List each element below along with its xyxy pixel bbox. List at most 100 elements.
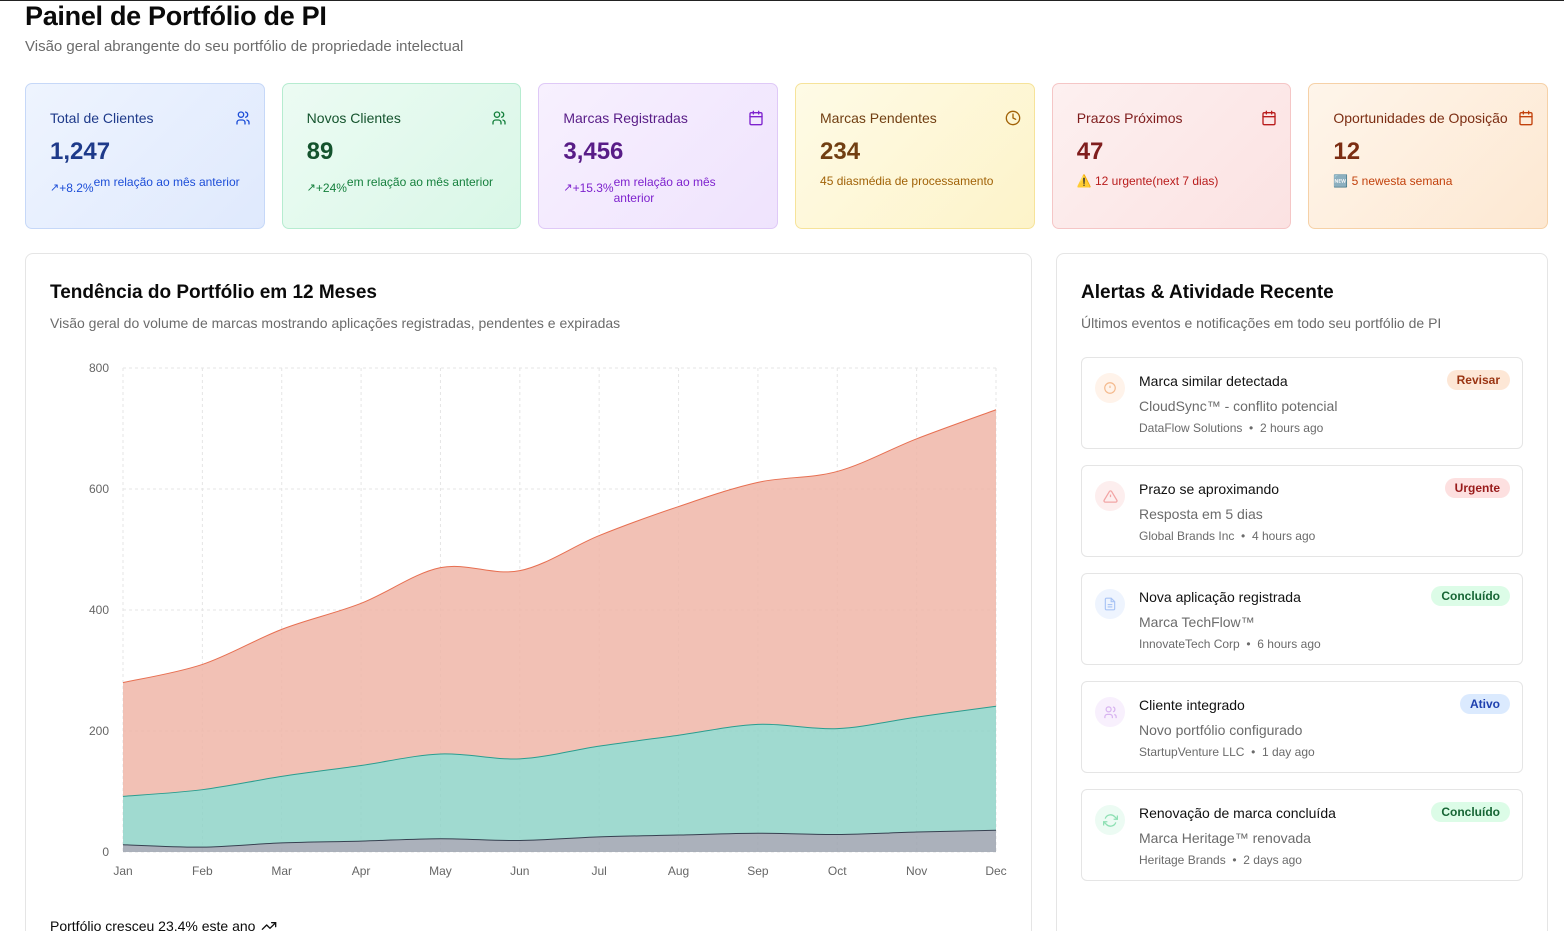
stat-card-total-clients: Total de Clientes 1,247 ↗ +8.2% em relaç…	[25, 83, 265, 229]
area-chart[interactable]: 0 200 400 600 800 Jan Feb Mar Apr May Jun Jul Aug Sep…	[26, 254, 1033, 914]
alert-description: CloudSync™ - conflito potencial	[1139, 398, 1338, 414]
y-tick-label: 200	[89, 724, 109, 738]
alert-item[interactable]: Prazo se aproximando Resposta em 5 dias …	[1081, 465, 1523, 557]
x-tick-label: Sep	[747, 864, 769, 878]
users-icon	[1095, 697, 1125, 727]
x-tick-label: Jan	[113, 864, 132, 878]
status-badge: Revisar	[1446, 370, 1510, 390]
alert-time: 4 hours ago	[1251, 529, 1316, 543]
area-series	[123, 830, 996, 852]
y-tick-label: 400	[89, 603, 109, 617]
alert-meta: InnovateTech Corp • 6 hours ago	[1139, 637, 1321, 651]
stat-label: Novos Clientes	[306, 110, 401, 126]
alert-meta: StartupVenture LLC • 1 day ago	[1139, 745, 1315, 759]
alert-time: 2 days ago	[1243, 853, 1302, 867]
stat-card-registered-marks: Marcas Registradas 3,456 ↗ +15.3% em rel…	[538, 83, 779, 229]
alert-client: InnovateTech Corp	[1139, 637, 1240, 651]
alert-meta: DataFlow Solutions • 2 hours ago	[1139, 421, 1324, 435]
stat-label: Marcas Registradas	[563, 110, 688, 126]
alert-time: 1 day ago	[1261, 745, 1315, 759]
stat-note-text: 🆕 5 newesta semana	[1333, 174, 1453, 188]
stat-value: 47	[1076, 138, 1104, 165]
shield-icon	[1095, 373, 1125, 403]
alerts-description: Últimos eventos e notificações em todo s…	[1081, 315, 1442, 331]
series-line	[122, 829, 997, 848]
x-tick-label: Feb	[192, 864, 213, 878]
stat-note: 🆕 5 newesta semana	[1333, 174, 1523, 188]
x-tick-label: May	[429, 864, 452, 878]
stat-label: Oportunidades de Oposição	[1333, 110, 1508, 126]
stat-value: 234	[820, 138, 861, 165]
stat-percent: +15.3%	[572, 181, 614, 195]
calendar-icon	[1519, 110, 1533, 126]
alert-time: 2 hours ago	[1259, 421, 1324, 435]
x-tick-label: Aug	[668, 864, 689, 878]
x-tick-label: Apr	[352, 864, 371, 878]
trending-up-icon	[262, 922, 277, 930]
stat-value: 3,456	[563, 138, 624, 165]
x-tick-label: Dec	[985, 864, 1006, 878]
stat-card-pending-marks: Marcas Pendentes 234 45 diasmédia de pro…	[795, 83, 1035, 229]
alert-title: Renovação de marca concluída	[1139, 805, 1336, 821]
stat-change: ↗ +8.2% em relação ao mês anterior	[50, 174, 240, 195]
trend-up-icon: ↗	[563, 182, 573, 194]
users-icon	[236, 111, 250, 125]
stats-cards: Total de Clientes 1,247 ↗ +8.2% em relaç…	[25, 83, 1549, 229]
stat-percent: +8.2%	[59, 181, 94, 195]
alert-client: StartupVenture LLC	[1139, 745, 1245, 759]
alert-client: Global Brands Inc	[1139, 529, 1235, 543]
calendar-icon	[1262, 110, 1277, 126]
warning-icon	[1095, 481, 1125, 511]
alerts-title: Alertas & Atividade Recente	[1081, 282, 1334, 303]
stat-value: 1,247	[50, 138, 111, 165]
x-tick-label: Oct	[828, 864, 847, 878]
status-badge: Concluído	[1431, 586, 1510, 606]
alert-description: Resposta em 5 dias	[1139, 506, 1263, 522]
page-subtitle: Visão geral abrangente do seu portfólio …	[25, 38, 464, 55]
status-badge: Concluído	[1431, 802, 1510, 822]
chart-title: Tendência do Portfólio em 12 Meses	[50, 282, 377, 303]
alert-client: DataFlow Solutions	[1139, 421, 1243, 435]
x-tick-label: Mar	[271, 864, 292, 878]
series-line	[122, 705, 997, 797]
stat-label: Marcas Pendentes	[820, 110, 937, 126]
alert-client: Heritage Brands	[1139, 853, 1226, 867]
stat-card-upcoming-deadlines: Prazos Próximos 47 ⚠️ 12 urgente(next 7 …	[1051, 83, 1292, 229]
stat-card-new-clients: Novos Clientes 89 ↗ +24% em relação ao m…	[281, 83, 522, 229]
stat-change-text: em relação ao mês anterior	[613, 175, 716, 205]
alerts-panel: Alertas & Atividade Recente Últimos even…	[1056, 253, 1548, 931]
alert-description: Novo portfólio configurado	[1139, 722, 1303, 738]
document-icon	[1095, 589, 1125, 619]
alert-item[interactable]: Marca similar detectada CloudSync™ - con…	[1081, 357, 1523, 449]
stat-change-text: em relação ao mês anterior	[346, 175, 493, 189]
calendar-icon	[749, 110, 763, 126]
stat-note: 45 diasmédia de processamento	[820, 174, 1010, 188]
chart-footer: Portfólio cresceu 23.4% este ano	[50, 918, 277, 931]
x-tick-label: Jul	[592, 864, 607, 878]
y-tick-label: 800	[89, 361, 109, 375]
alert-item[interactable]: Nova aplicação registrada Marca TechFlow…	[1081, 573, 1523, 665]
stat-change: ↗ +24% em relação ao mês anterior	[307, 174, 497, 195]
y-tick-label: 600	[89, 482, 109, 496]
stat-change: ↗ +15.3% em relação ao mês anterior	[563, 174, 753, 206]
alert-title: Prazo se aproximando	[1139, 481, 1280, 497]
series-line	[122, 409, 997, 684]
trend-up-icon: ↗	[306, 182, 316, 194]
alert-meta: Heritage Brands • 2 days ago	[1139, 853, 1302, 867]
alert-item[interactable]: Renovação de marca concluída Marca Herit…	[1081, 789, 1523, 881]
chart-footer-text: Portfólio cresceu 23.4% este ano	[50, 918, 256, 931]
y-tick-label: 0	[102, 845, 109, 859]
page-title: Painel de Portfólio de PI	[25, 1, 327, 31]
clock-icon	[1005, 110, 1021, 126]
stat-change-text: em relação ao mês anterior	[93, 175, 240, 189]
alert-item[interactable]: Cliente integrado Novo portfólio configu…	[1081, 681, 1523, 773]
alert-title: Marca similar detectada	[1139, 373, 1288, 389]
x-tick-label: Nov	[906, 864, 927, 878]
trend-up-icon: ↗	[50, 182, 60, 194]
users-icon	[492, 111, 507, 125]
alert-time: 6 hours ago	[1257, 637, 1321, 651]
stat-note: ⚠️ 12 urgente(next 7 dias)	[1077, 174, 1267, 188]
alert-description: Marca TechFlow™	[1139, 614, 1255, 630]
stat-label: Total de Clientes	[50, 110, 154, 126]
